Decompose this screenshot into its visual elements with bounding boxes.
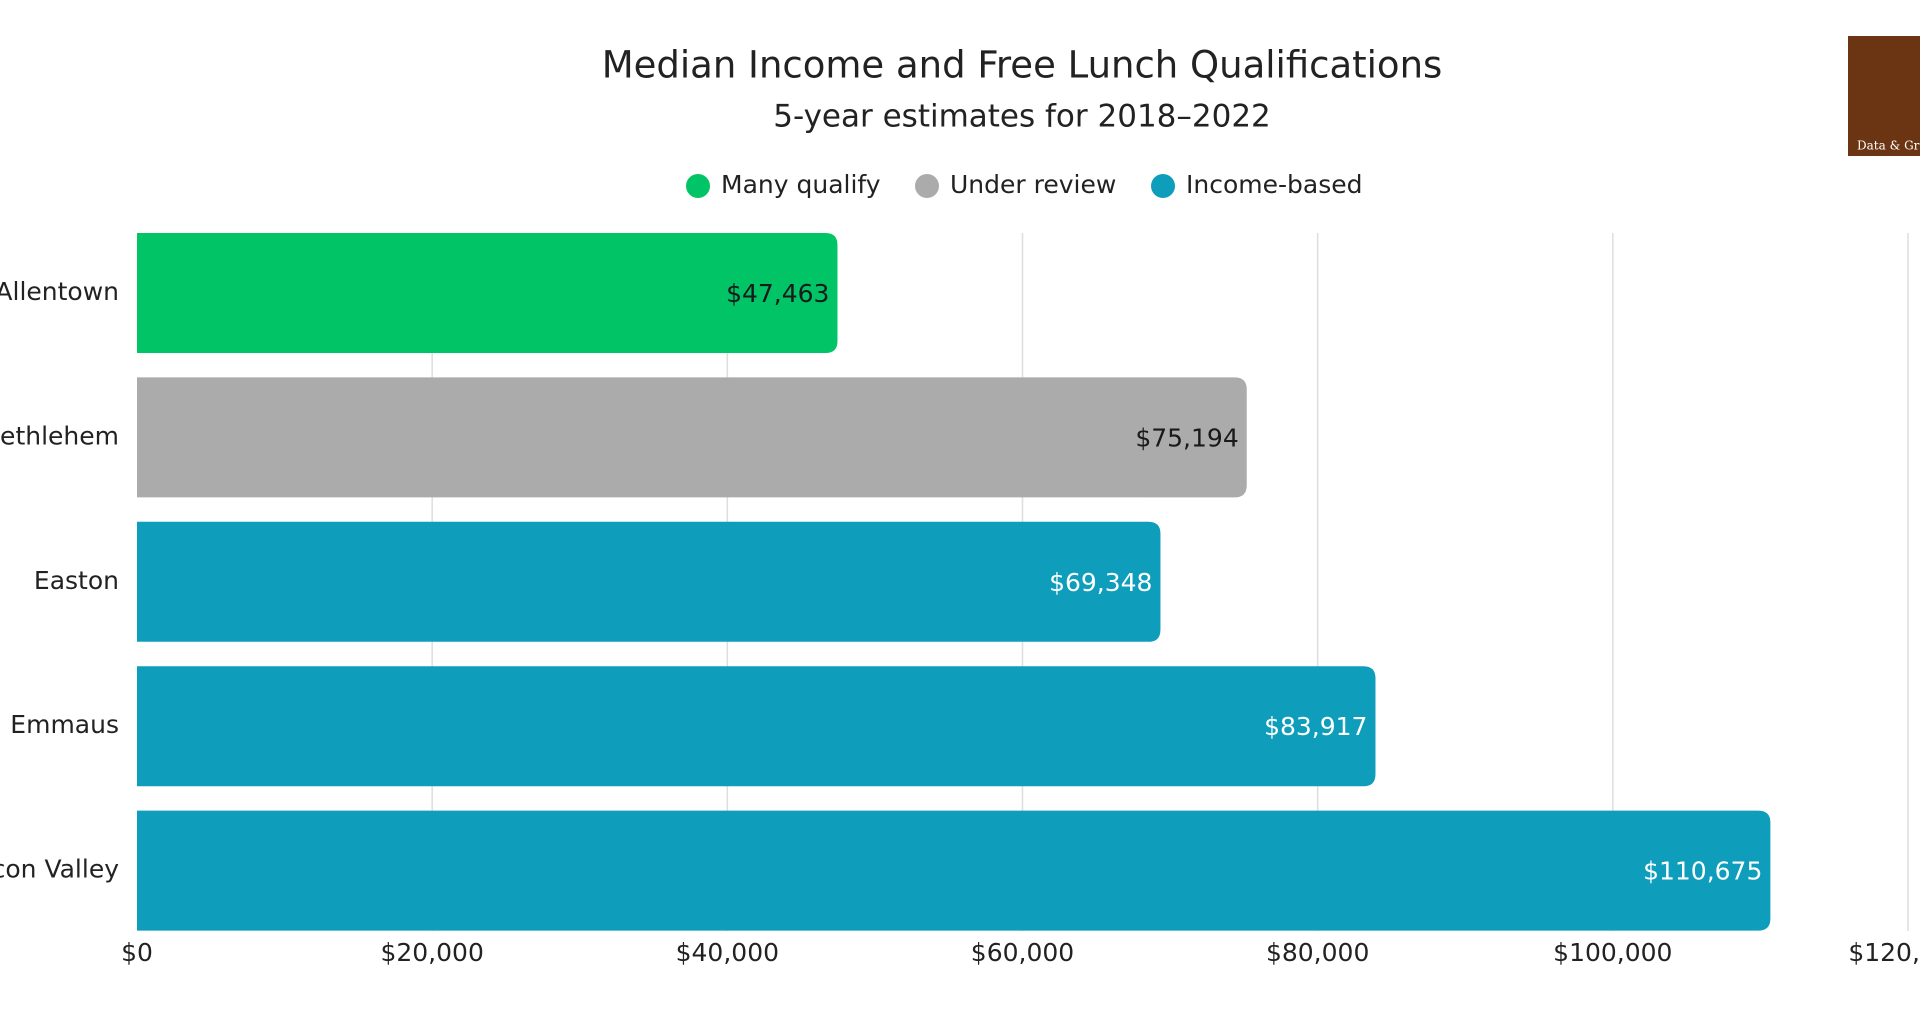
bar — [137, 521, 1161, 642]
legend-swatch — [686, 174, 710, 198]
y-tick-label: Allentown — [0, 277, 119, 306]
bar — [137, 666, 1376, 787]
x-tick-label: $0 — [121, 938, 153, 967]
logo-text: Data & Graphics — [1857, 139, 1920, 153]
data-label: $75,194 — [1135, 423, 1238, 452]
legend-swatch — [915, 174, 939, 198]
x-tick-label: $120,000 — [1848, 938, 1920, 967]
x-tick-label: $100,000 — [1553, 938, 1672, 967]
x-tick-label: $40,000 — [676, 938, 779, 967]
logo-box — [1848, 36, 1920, 156]
logo: Data & Graphics — [1848, 36, 1920, 156]
x-tick-label: $20,000 — [380, 938, 483, 967]
legend-label: Many qualify — [721, 170, 881, 199]
legend-swatch — [1151, 174, 1175, 198]
y-tick-label: Saucon Valley — [0, 855, 119, 884]
x-tick-label: $80,000 — [1266, 938, 1369, 967]
data-label: $110,675 — [1643, 857, 1762, 886]
y-tick-label: Easton — [34, 566, 119, 595]
y-tick-label: Bethlehem — [0, 421, 119, 450]
x-tick-label: $60,000 — [971, 938, 1074, 967]
y-tick-label: Emmaus — [10, 710, 119, 739]
bar — [137, 233, 838, 353]
chart-title: Median Income and Free Lunch Qualificati… — [602, 44, 1443, 87]
data-label: $83,917 — [1264, 712, 1367, 741]
legend-label: Income-based — [1186, 170, 1362, 199]
bar — [137, 810, 1771, 931]
legend-label: Under review — [950, 170, 1116, 199]
chart-subtitle: 5-year estimates for 2018–2022 — [773, 99, 1271, 135]
data-label: $47,463 — [726, 279, 829, 308]
data-label: $69,348 — [1049, 568, 1152, 597]
bar — [137, 377, 1247, 498]
